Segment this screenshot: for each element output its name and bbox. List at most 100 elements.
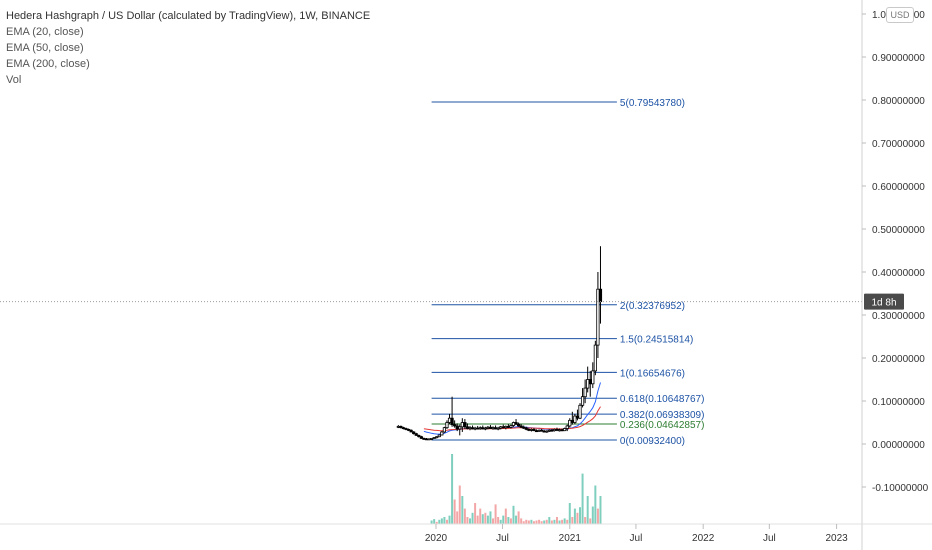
candle-body <box>476 427 480 430</box>
candle-body <box>504 425 508 429</box>
candle-body <box>447 417 452 423</box>
candle-body <box>440 431 444 436</box>
volume-bar <box>463 508 466 524</box>
price-axis[interactable]: 1.000000000.900000000.800000000.70000000… <box>861 0 932 550</box>
candle-body <box>478 427 482 430</box>
volume-bar <box>438 519 441 524</box>
volume-bar <box>474 503 477 524</box>
candle-body <box>460 422 464 428</box>
volume-bar <box>530 519 533 524</box>
x-tick-label: 2021 <box>559 533 582 544</box>
candle-body <box>409 429 413 433</box>
candle-body <box>406 428 411 431</box>
candle-body <box>499 426 503 429</box>
volume-bar <box>443 517 446 524</box>
volume-bar <box>481 514 484 524</box>
volume-bar <box>540 521 543 524</box>
y-tick-label: 0.10000000 <box>872 397 925 408</box>
candle-body <box>547 429 551 432</box>
candle-body <box>468 427 472 430</box>
candle-body <box>506 425 510 428</box>
candle-body <box>532 428 536 432</box>
candle-body <box>422 438 426 440</box>
y-tick-label: 0.20000000 <box>872 354 925 365</box>
y-tick-label: 0.90000000 <box>872 53 925 64</box>
candle-body <box>432 437 436 439</box>
volume-bar <box>430 520 433 524</box>
volume-bar <box>468 518 471 524</box>
volume-bar <box>435 521 438 524</box>
candle-body <box>430 438 434 440</box>
volume-bar <box>599 496 602 524</box>
currency-button[interactable]: USD <box>886 7 914 23</box>
volume-bar <box>589 518 592 524</box>
volume-bar <box>466 517 469 524</box>
volume-bar <box>576 512 579 524</box>
candle-body <box>583 387 587 398</box>
candle-body <box>568 419 572 427</box>
chart-legend: Hedera Hashgraph / US Dollar (calculated… <box>6 8 370 88</box>
volume-bar <box>568 503 571 524</box>
candle-body <box>545 430 549 433</box>
candle-body <box>593 344 597 372</box>
candle-body <box>412 431 416 435</box>
candle-body <box>424 438 429 441</box>
volume-bar <box>566 519 569 524</box>
fib-extension-tool[interactable]: 5(0.79543780) 2(0.32376952) 1.5(0.24515814… <box>431 98 705 447</box>
candle-body <box>563 428 567 432</box>
volume-bar <box>579 507 582 524</box>
fib-level-label: 0.382(0.06938309) <box>620 410 705 421</box>
volume-bar <box>458 485 461 524</box>
candle-body <box>437 434 441 438</box>
volume-bar <box>573 508 576 524</box>
candle-body <box>524 427 528 430</box>
chart-title: Hedera Hashgraph / US Dollar (calculated… <box>6 10 371 22</box>
candle-body <box>588 379 592 385</box>
volume-bar <box>596 508 599 524</box>
ema-200-legend[interactable]: EMA (200, close) <box>6 58 90 70</box>
candle-body <box>427 438 431 441</box>
ema-20-legend[interactable]: EMA (20, close) <box>6 26 84 38</box>
candle-body <box>445 422 449 429</box>
candle-body <box>557 429 562 432</box>
candle-body <box>455 425 459 430</box>
candle-body <box>527 428 531 431</box>
volume-bar <box>453 499 456 524</box>
volume-bar <box>548 517 551 524</box>
volume-bar <box>440 518 443 524</box>
candle-body <box>496 427 500 430</box>
volume-bar <box>445 519 448 524</box>
volume-bar <box>558 520 561 524</box>
y-tick-label: 0.70000000 <box>872 139 925 150</box>
candle-body <box>414 433 418 436</box>
volume-legend[interactable]: Vol <box>6 74 22 86</box>
candles-layer <box>396 246 603 441</box>
y-tick-label: 0.30000000 <box>872 311 925 322</box>
volume-bar <box>451 454 454 524</box>
candle-body <box>578 404 582 419</box>
ema-50-legend[interactable]: EMA (50, close) <box>6 42 84 54</box>
candle-body <box>442 427 447 433</box>
time-axis[interactable]: 2020 Jul 2021 Jul 2022 Jul 2023 <box>0 523 932 544</box>
candle-body <box>396 425 400 428</box>
fib-level-label: 0.618(0.10648767) <box>620 394 705 405</box>
candle-body <box>401 427 406 430</box>
candle-body <box>481 427 485 430</box>
volume-bar <box>502 515 505 524</box>
candle-body <box>463 422 467 428</box>
candle-body <box>473 427 477 430</box>
candle-body <box>514 422 518 425</box>
candle-body <box>555 428 559 431</box>
candle-body <box>537 429 541 432</box>
candle-body <box>483 427 487 430</box>
volume-bar <box>476 515 479 524</box>
volume-bar <box>571 517 574 524</box>
fib-level-label: 1(0.16654676) <box>620 368 685 379</box>
volume-bar <box>563 518 566 524</box>
y-tick-label: 0.80000000 <box>872 96 925 107</box>
fib-level-label: 0(0.00932400) <box>620 436 685 447</box>
volume-bar <box>545 519 548 524</box>
volume-bar <box>525 519 528 524</box>
volume-layer <box>430 454 602 524</box>
